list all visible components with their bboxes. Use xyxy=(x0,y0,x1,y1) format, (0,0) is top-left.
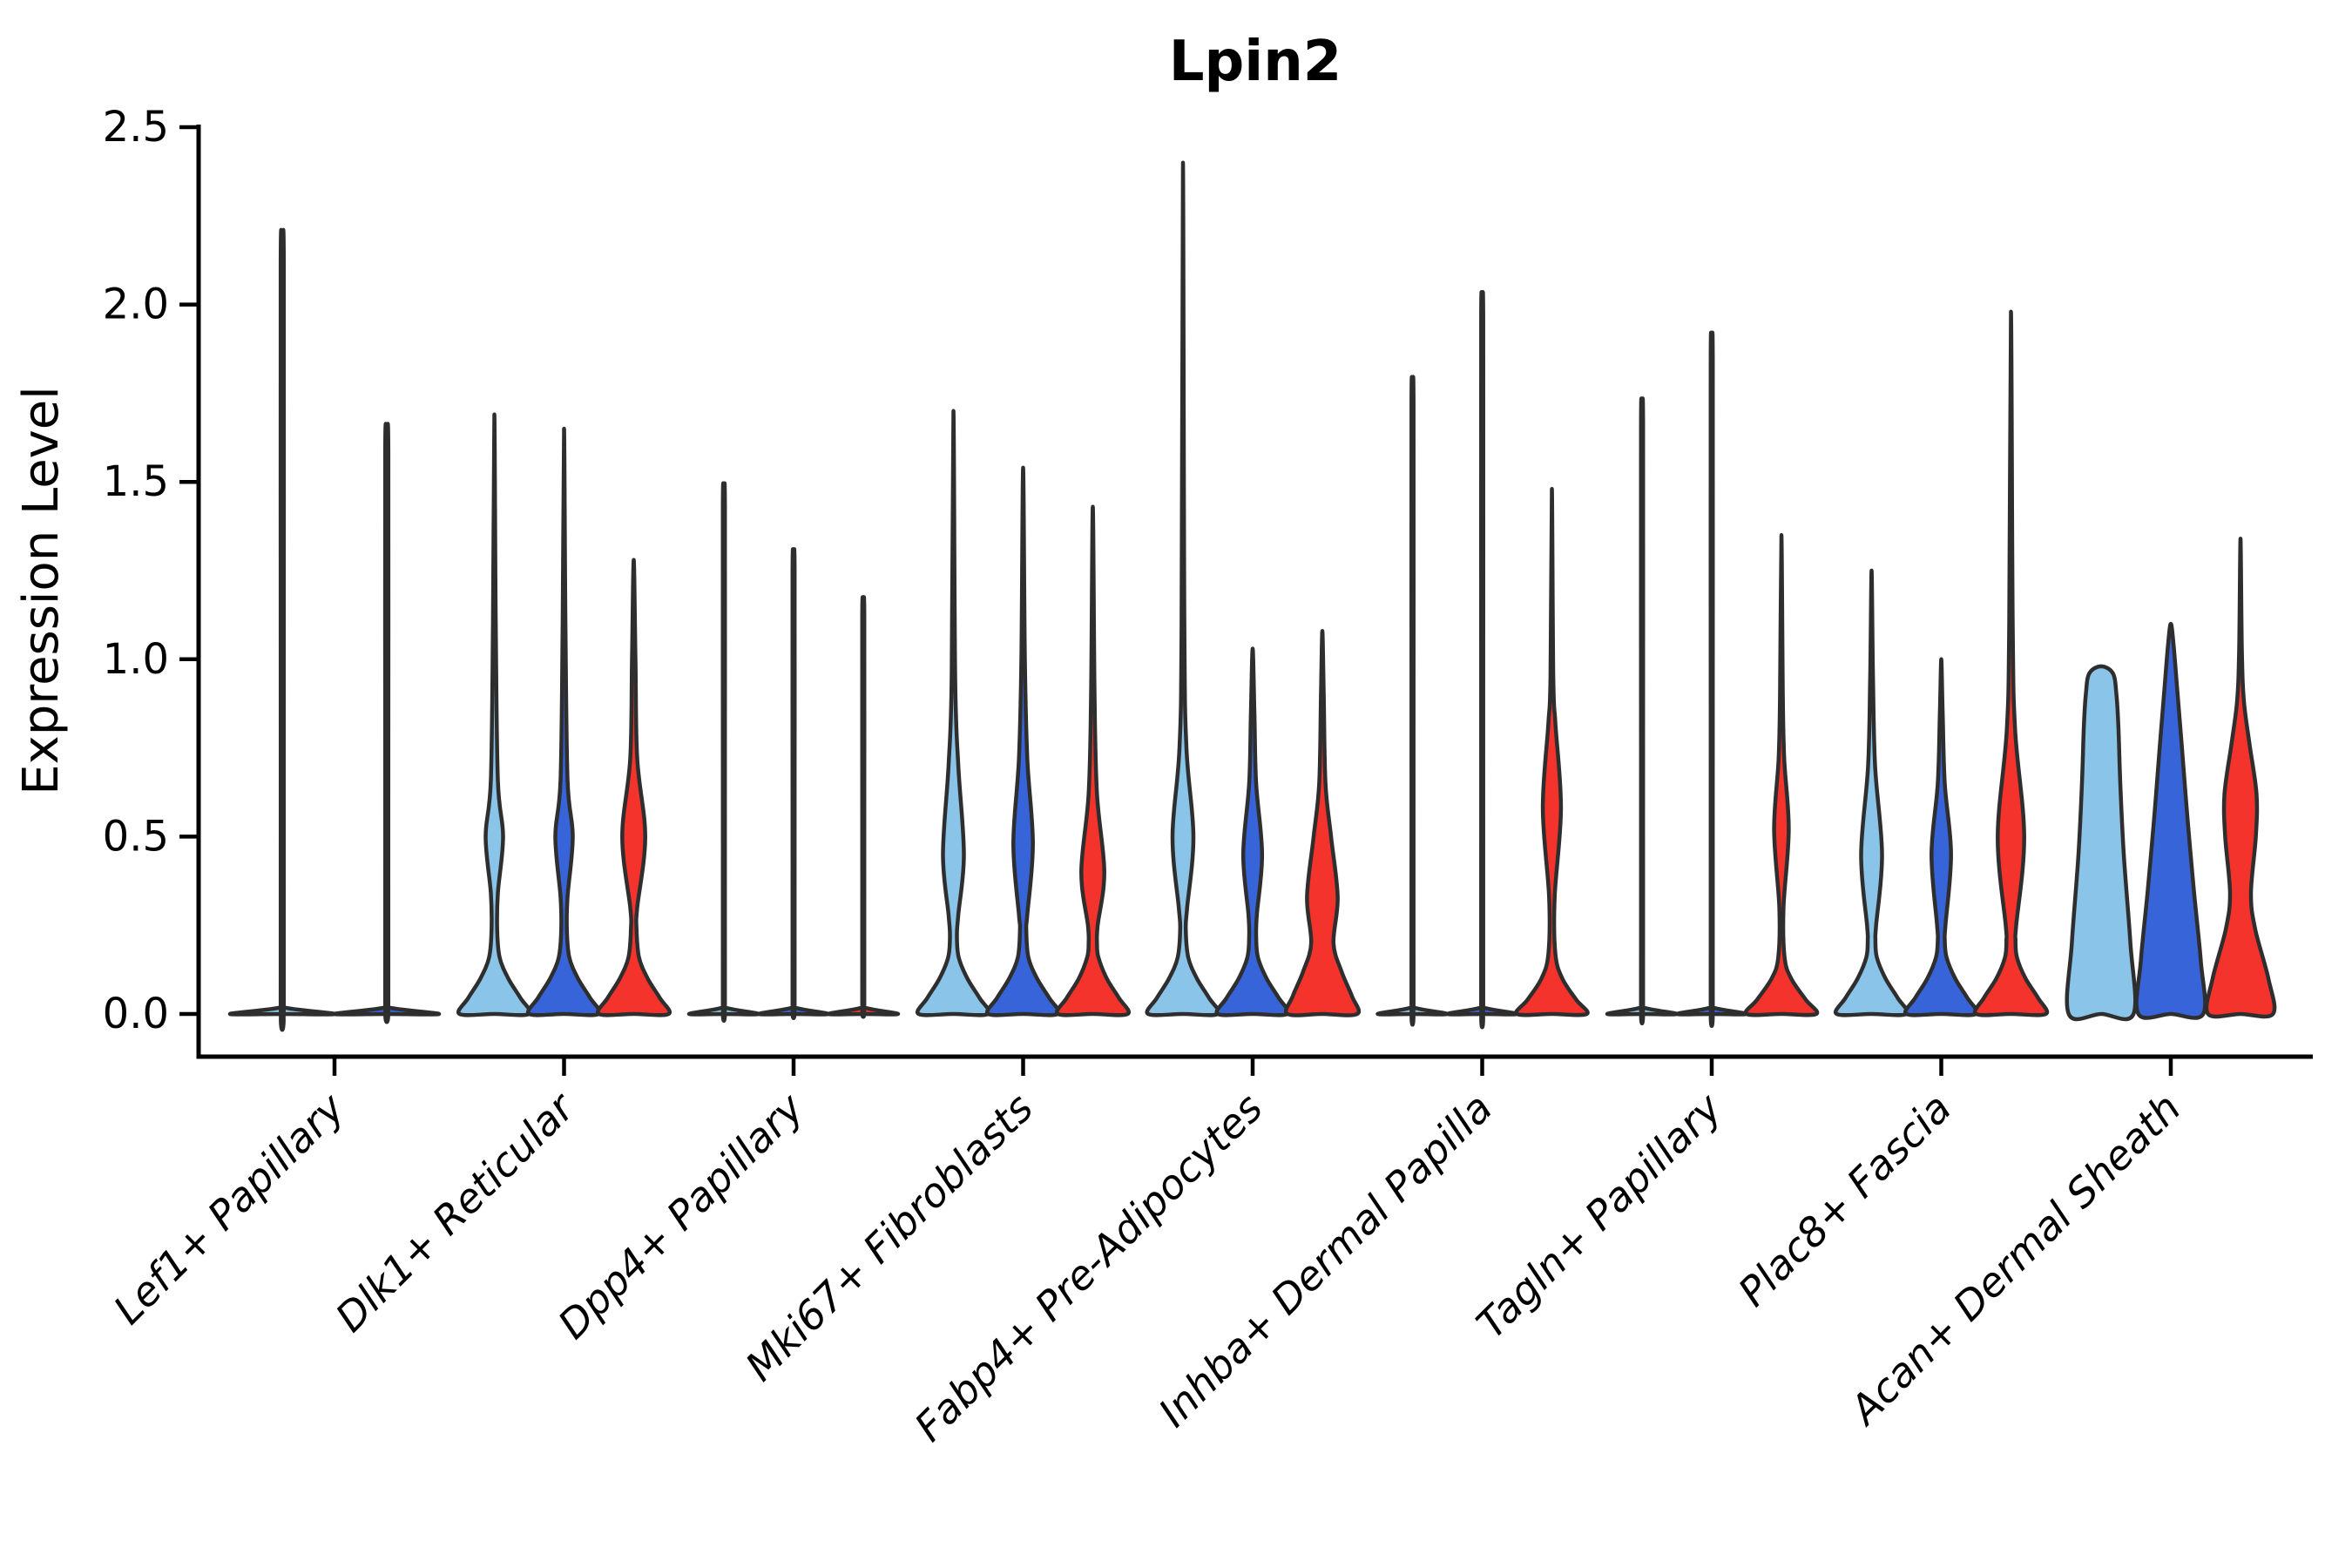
violin-red xyxy=(1055,504,1131,1017)
violin-light-blue xyxy=(916,409,991,1017)
chart-title: Lpin2 xyxy=(1169,30,1342,94)
violin-dark-blue xyxy=(332,422,442,1024)
violin-red xyxy=(1283,628,1362,1017)
x-tick-label: Plac8+ Fascia xyxy=(1729,1085,1960,1315)
x-tick-label: Dlk1+ Reticular xyxy=(327,1082,585,1341)
violin-red xyxy=(826,595,901,1019)
violin-light-blue xyxy=(1145,160,1221,1017)
violin-layer xyxy=(227,160,2277,1032)
y-tick-label: 2.0 xyxy=(103,280,169,329)
violin-red xyxy=(1972,309,2050,1017)
violin-light-blue xyxy=(456,412,532,1017)
y-tick-label: 2.5 xyxy=(103,103,169,152)
violin-light-blue xyxy=(1375,375,1450,1027)
violin-red xyxy=(1743,533,1820,1017)
violin-dark-blue xyxy=(1445,290,1519,1030)
y-tick-label: 1.0 xyxy=(103,635,169,684)
x-tick-label: Dpp4+ Papillary xyxy=(549,1084,813,1348)
violin-red xyxy=(596,558,672,1017)
violin-red xyxy=(2204,537,2277,1019)
x-tick-label: Tagln+ Papillary xyxy=(1467,1084,1731,1348)
violin-light-blue xyxy=(227,227,337,1032)
y-tick-label: 1.5 xyxy=(103,457,169,506)
violin-dark-blue xyxy=(1214,646,1291,1017)
violin-dark-blue xyxy=(1674,330,1749,1028)
y-tick-label: 0.0 xyxy=(103,990,169,1038)
violin-light-blue xyxy=(2065,664,2138,1022)
violin-light-blue xyxy=(1834,568,1909,1017)
violin-dark-blue xyxy=(526,426,602,1017)
y-tick-label: 0.5 xyxy=(103,812,169,861)
violin-light-blue xyxy=(1605,396,1680,1025)
violin-dark-blue xyxy=(2134,621,2207,1020)
x-tick-label: Lef1+ Papillary xyxy=(105,1084,354,1333)
violin-light-blue xyxy=(686,481,761,1023)
y-axis-label: Expression Level xyxy=(13,386,70,795)
violin-dark-blue xyxy=(985,465,1061,1017)
violin-dark-blue xyxy=(756,547,831,1020)
violin-red xyxy=(1514,487,1590,1017)
violin-dark-blue xyxy=(1903,657,1979,1017)
